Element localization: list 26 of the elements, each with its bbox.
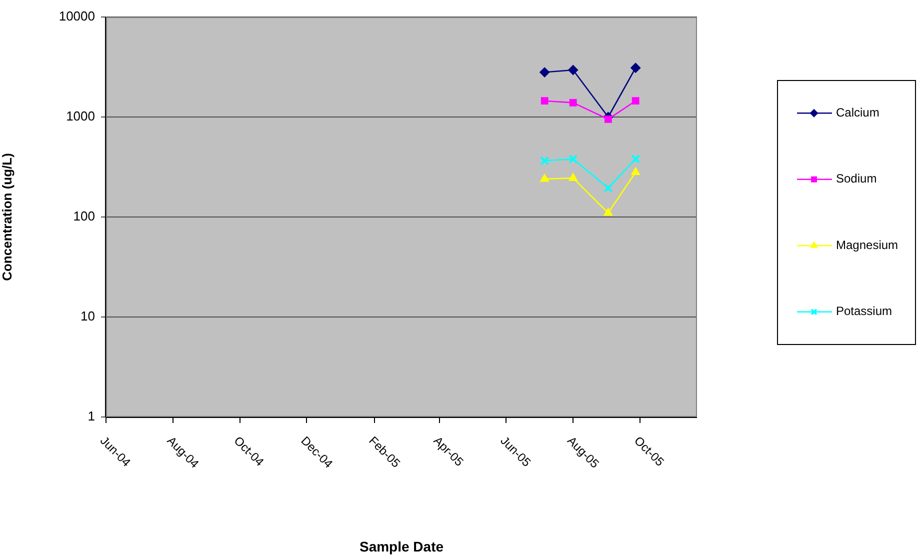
y-tick-label: 1 bbox=[88, 408, 95, 424]
y-axis-title: Concentration (ug/L) bbox=[0, 153, 14, 281]
legend-label: Sodium bbox=[836, 172, 877, 186]
point bbox=[568, 65, 578, 76]
point bbox=[540, 67, 550, 78]
point bbox=[632, 97, 640, 105]
y-tick-label: 100 bbox=[73, 208, 95, 224]
point bbox=[568, 154, 578, 164]
point bbox=[604, 183, 613, 193]
y-tick-label: 10000 bbox=[58, 8, 95, 24]
legend-label: Calcium bbox=[836, 105, 880, 120]
point bbox=[540, 156, 550, 166]
x-axis-title: Sample Date bbox=[359, 538, 444, 554]
point bbox=[630, 62, 641, 73]
y-tick-label: 10 bbox=[80, 308, 95, 324]
point bbox=[540, 174, 549, 182]
point bbox=[631, 154, 640, 164]
y-tick-label: 1000 bbox=[66, 108, 95, 124]
point bbox=[631, 167, 640, 176]
point bbox=[604, 116, 612, 123]
point bbox=[568, 173, 578, 181]
legend-label: Magnesium bbox=[836, 238, 898, 252]
legend-label: Potassium bbox=[836, 304, 892, 318]
point bbox=[540, 97, 548, 105]
point bbox=[604, 208, 613, 216]
point bbox=[569, 99, 577, 106]
